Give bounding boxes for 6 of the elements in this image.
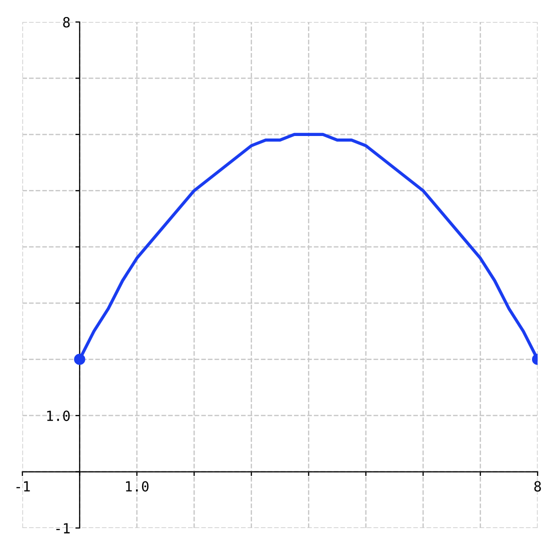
x-tick-label: 1.0 xyxy=(126,481,149,492)
y-tick-label: 8 xyxy=(63,17,70,28)
x-tick-label: 8 xyxy=(534,481,541,492)
y-tick-label: -1 xyxy=(56,523,70,534)
x-tick-label: -1 xyxy=(16,481,30,492)
y-tick-label: 1.0 xyxy=(47,410,70,422)
